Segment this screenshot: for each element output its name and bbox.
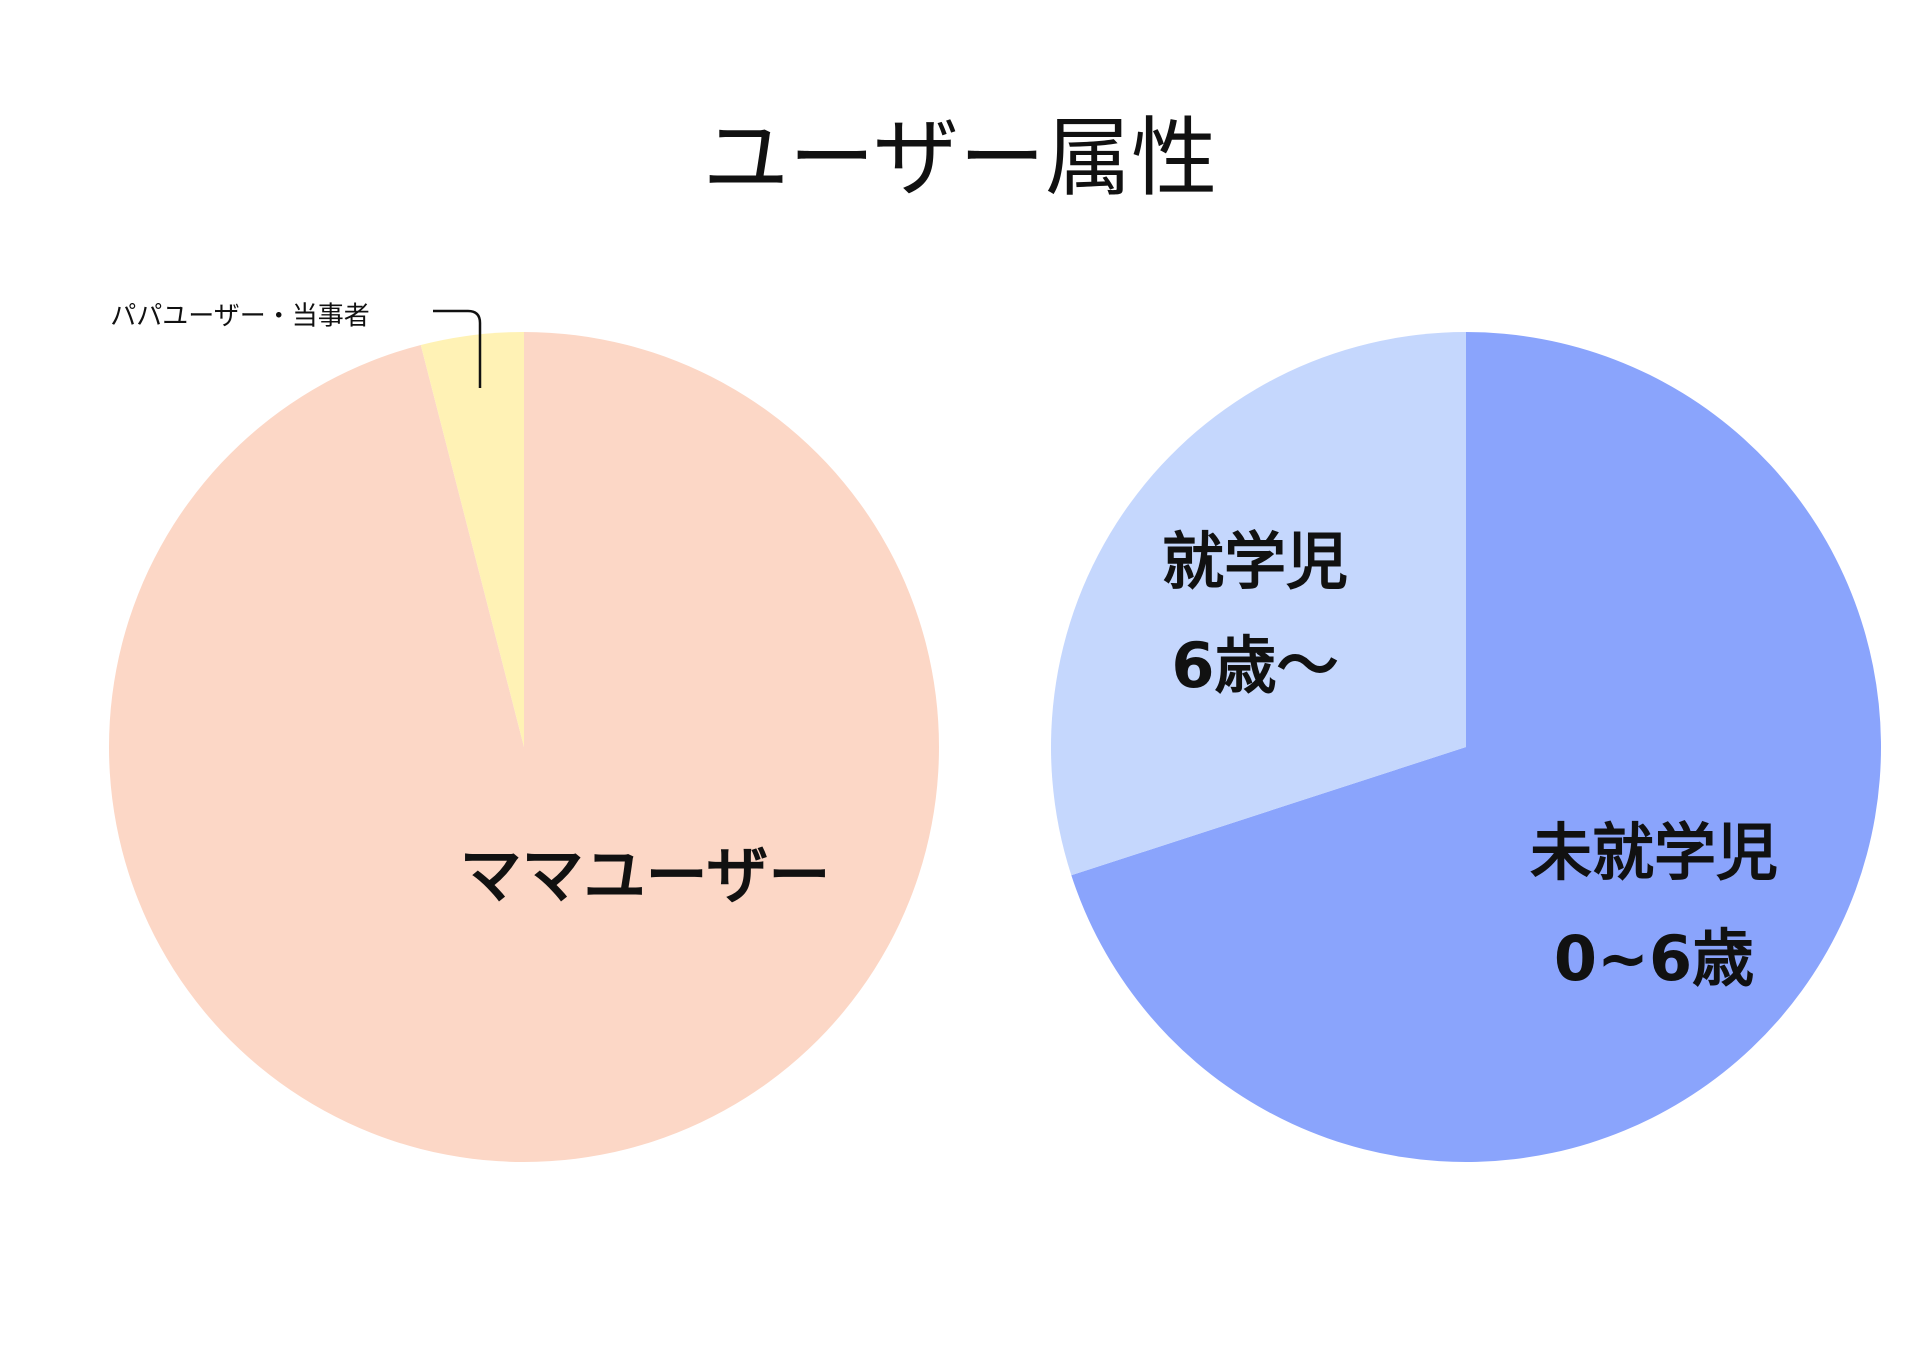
leader-line — [433, 309, 482, 388]
slice-label: 就学児 — [1162, 525, 1348, 598]
slice-note: 0~6歳 — [1554, 922, 1754, 995]
pie-slice — [420, 332, 524, 747]
page-title: ユーザー属性 — [703, 108, 1217, 208]
slice-label: パパユーザー・当事者 — [110, 302, 369, 332]
pie-slice — [1050, 332, 1466, 876]
pie-slice — [108, 332, 939, 1162]
slice-label: 未就学児 — [1530, 816, 1778, 889]
slice-label: ママユーザー — [460, 839, 831, 912]
pie-slice — [1071, 332, 1881, 1162]
slice-note: 6歳〜 — [1171, 629, 1338, 702]
